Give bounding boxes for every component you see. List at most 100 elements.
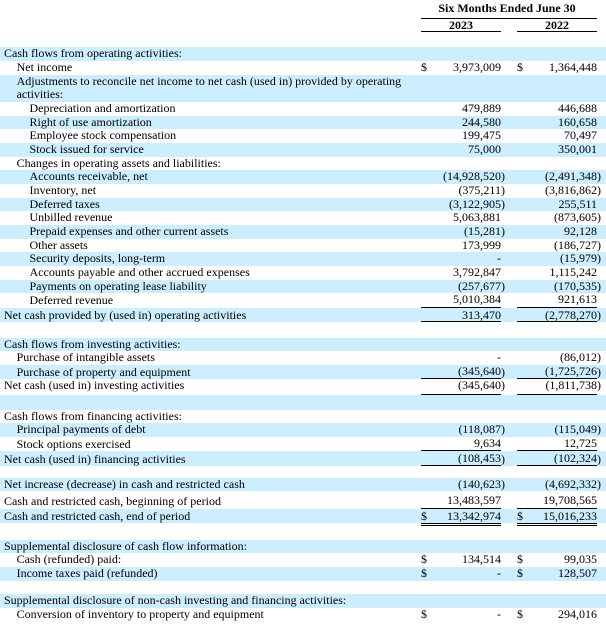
column-gap [506,170,517,184]
currency-symbol-2022 [517,379,524,396]
column-gap [506,47,517,62]
row-label: Accounts payable and other accrued expen… [29,264,250,279]
row-label: Cash flows from operating activities: [0,47,421,62]
closing-paren-2023: ) [501,451,506,466]
currency-symbol-2023: $ [421,607,427,622]
column-gap [506,279,517,294]
currency-symbol-2022 [517,239,524,253]
spacer-cell [506,523,517,539]
closing-paren-2023 [501,115,506,130]
closing-paren-2022: ) [597,451,602,466]
currency-symbol-2023 [421,437,428,452]
statement-row: Stock issued for service 75,000 350,001 [0,142,606,157]
spacer-cell [501,395,506,410]
column-gap [506,567,517,581]
spacer-cell [517,466,524,478]
amount-2022: (86,012 [560,350,597,365]
closing-paren-2023 [501,337,506,352]
amount-2023: - [428,252,501,266]
statement-row: Supplemental disclosure of cash flow inf… [0,539,606,554]
closing-paren-2023: ) [501,169,506,184]
right-margin [602,252,606,266]
header-spacer [0,0,421,19]
spacer-cell [428,395,501,410]
row-label: Adjustments to reconcile net income to n… [0,74,421,103]
row-label: Principal payments of debt [0,423,421,438]
amount-2023 [428,337,501,352]
statement-row: Changes in operating assets and liabilit… [0,156,606,171]
closing-paren-2022: ) [597,350,601,365]
closing-paren-2023: ) [501,378,505,393]
column-gap [506,451,517,466]
currency-symbol-2023 [421,594,428,609]
column-gap [506,608,517,622]
statement-row: Purchase of property and equipment (345,6… [0,365,606,379]
spacer-cell [0,322,421,338]
column-gap [506,129,517,143]
currency-symbol-2022 [517,157,524,171]
currency-symbol-2023 [421,365,428,379]
amount-2022: 19,708,565 [524,491,597,510]
spacer-cell [421,523,428,539]
statement-row: Other assets 173,999 (186,727) [0,238,606,253]
row-label: Income taxes paid (refunded) [0,566,421,581]
closing-paren-2023: ) [501,223,506,239]
currency-symbol-2023 [421,129,428,143]
statement-rows: Cash flows from operating activities: Net… [0,47,606,621]
statement-row: Income taxes paid (refunded) $ - $128,507 [0,566,606,581]
statement-row: Cash and restricted cash, beginning of p… [0,491,606,510]
row-label: Purchase of property and equipment [0,365,421,379]
closing-paren-2022 [597,115,602,130]
amount-2022: 128,507 [524,566,597,581]
column-gap [506,477,517,491]
statement-row: Employee stock compensation 199,475 70,497 [0,129,606,143]
currency-symbol-2022 [517,266,524,280]
amount-2023: 13,342,974 [428,509,501,524]
statement-row: Purchase of intangible assets - (86,012) [0,351,606,365]
amount-2023: 3,792,847 [453,264,501,279]
row-label: Inventory, net [29,183,97,197]
statement-row: Principal payments of debt (118,087) (115,… [0,423,606,438]
statement-row: Cash flows from financing activities: [0,409,606,424]
amount-2022: 294,016 [558,607,597,622]
row-label: Payments on operating lease liability [0,279,421,294]
column-gap [506,157,517,171]
amount-2023: (257,677 [428,279,501,294]
right-margin [602,157,606,171]
column-header-2022: 2022 [517,19,597,32]
spacer-cell [506,466,517,478]
currency-symbol-2023 [421,239,428,253]
right-margin [602,567,606,581]
amount-2022: 70,497 [564,128,597,143]
amount-2023: 5,010,384 [428,293,501,308]
currency-symbol-2023 [421,423,428,438]
row-label: Supplemental disclosure of cash flow inf… [0,539,421,554]
spacer-cell [421,581,428,595]
right-margin [602,423,606,438]
spacer-cell [602,523,606,539]
column-gap [506,197,517,212]
row-label: Security deposits, long-term [0,252,421,266]
column-gap [506,293,517,308]
right-margin [602,170,606,184]
right-margin [602,379,606,396]
amount-2023: 3,973,009 [453,60,501,75]
amount-2023: (108,453 [428,451,501,466]
spacer-cell [517,322,524,338]
spacer-cell [421,466,428,478]
closing-paren-2023 [501,74,506,103]
statement-row: Supplemental disclosure of non-cash inve… [0,594,606,609]
currency-symbol-2022 [517,437,524,452]
amount-2022: 99,035 [564,552,597,567]
column-gap [506,553,517,567]
header-gap-row [0,32,606,47]
right-margin [602,184,606,198]
statement-row: Adjustments to reconcile net income to n… [0,74,606,103]
spacer-cell [517,581,524,595]
currency-symbol-2022 [517,184,524,198]
spacer-cell [506,395,517,410]
currency-symbol-2023 [421,279,428,294]
period-header-row: Six Months Ended June 30 [0,0,606,19]
currency-symbol-2022 [517,252,524,266]
currency-symbol-2023 [421,379,428,396]
